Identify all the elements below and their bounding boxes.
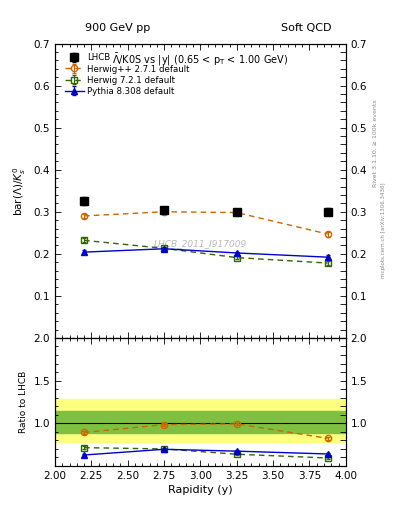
Bar bbox=[55, 411, 346, 434]
Bar bbox=[55, 399, 346, 442]
Text: LHCB_2011_I917009: LHCB_2011_I917009 bbox=[154, 239, 247, 248]
Text: Rivet 3.1.10, ≥ 100k events: Rivet 3.1.10, ≥ 100k events bbox=[373, 99, 378, 187]
Text: $\bar{\Lambda}$/K0S vs |y| (0.65 < p$_{\rm T}$ < 1.00 GeV): $\bar{\Lambda}$/K0S vs |y| (0.65 < p$_{\… bbox=[112, 52, 288, 69]
Y-axis label: Ratio to LHCB: Ratio to LHCB bbox=[19, 371, 28, 433]
Y-axis label: bar($\Lambda$)/$K^{0}_{s}$: bar($\Lambda$)/$K^{0}_{s}$ bbox=[11, 166, 28, 216]
Text: mcplots.cern.ch [arXiv:1306.3436]: mcplots.cern.ch [arXiv:1306.3436] bbox=[381, 183, 386, 278]
Legend: LHCB, Herwig++ 2.7.1 default, Herwig 7.2.1 default, Pythia 8.308 default: LHCB, Herwig++ 2.7.1 default, Herwig 7.2… bbox=[61, 50, 193, 99]
Text: 900 GeV pp: 900 GeV pp bbox=[85, 23, 151, 33]
X-axis label: Rapidity (y): Rapidity (y) bbox=[168, 485, 233, 495]
Text: Soft QCD: Soft QCD bbox=[281, 23, 332, 33]
